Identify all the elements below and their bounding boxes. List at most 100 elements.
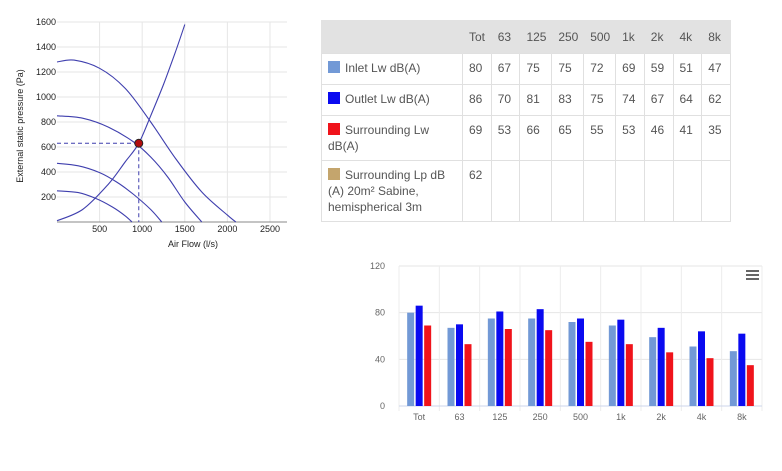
table-cell <box>551 160 585 222</box>
sound-data-table: Tot 63 125 250 500 1k 2k 4k 8k Inlet Lw … <box>321 20 731 222</box>
bar-mark[interactable] <box>729 351 737 406</box>
table-cell: 62 <box>462 160 492 222</box>
table-cell: 53 <box>490 115 521 161</box>
fan-curve-chart: 500 1000 1500 2000 2500 200 400 600 800 1000 1200 1… <box>15 17 287 249</box>
fan-y-tick-label: 1600 <box>36 17 56 27</box>
chart-menu-icon[interactable] <box>746 270 759 282</box>
bar-mark[interactable] <box>528 318 536 407</box>
table-header-cell: 1k <box>615 20 645 54</box>
fan-x-tick-label: 1000 <box>132 224 152 234</box>
bar-mark[interactable] <box>407 312 415 406</box>
row-label: Inlet Lw dB(A) <box>321 53 463 85</box>
fan-curve-line <box>56 59 237 223</box>
table-row-inlet: Inlet Lw dB(A) 80 67 75 75 72 69 59 51 4… <box>321 53 731 85</box>
row-label-text: Inlet Lw dB(A) <box>345 61 421 75</box>
table-cell: 74 <box>615 84 645 116</box>
bar-mark[interactable] <box>496 311 504 407</box>
bar-y-tick-label: 120 <box>370 261 385 271</box>
table-cell: 53 <box>615 115 645 161</box>
bar-x-tick-label: 8k <box>737 412 747 422</box>
bar-mark[interactable] <box>415 305 423 406</box>
bar-x-tick-label: 250 <box>533 412 548 422</box>
bar-x-tick-label: 125 <box>492 412 507 422</box>
fan-curve-line <box>56 24 186 222</box>
row-label: Surrounding Lp dB (A) 20m² Sabine, hemis… <box>321 160 463 222</box>
menu-line <box>746 274 759 276</box>
fan-curve-line <box>56 162 163 223</box>
bar-mark[interactable] <box>536 309 544 406</box>
bar-x-tick-label: 1k <box>616 412 626 422</box>
bar-x-tick-label: 63 <box>454 412 464 422</box>
bar-mark[interactable] <box>487 318 495 407</box>
bar-mark[interactable] <box>657 327 665 406</box>
table-cell: 83 <box>551 84 585 116</box>
fan-x-tick-label: 500 <box>92 224 107 234</box>
table-cell: 69 <box>462 115 492 161</box>
bar-mark[interactable] <box>625 344 633 406</box>
row-label-text: Surrounding Lp dB (A) 20m² Sabine, hemis… <box>328 168 446 214</box>
table-cell: 67 <box>643 84 674 116</box>
table-cell <box>643 160 674 222</box>
table-cell: 69 <box>615 53 645 85</box>
bar-mark[interactable] <box>666 352 674 406</box>
table-row-surrounding-lw: Surrounding Lw dB(A) 69 53 66 65 55 53 4… <box>321 115 731 161</box>
table-cell <box>519 160 553 222</box>
fan-y-tick-label: 1400 <box>36 42 56 52</box>
bar-mark[interactable] <box>698 331 705 406</box>
table-cell: 35 <box>701 115 731 161</box>
bar-mark[interactable] <box>545 330 553 406</box>
sound-bar-chart: 0 40 80 120 Tot 63 125 250 500 1k 2k 4k 8k <box>370 261 763 422</box>
bar-mark[interactable] <box>738 333 746 406</box>
table-cell: 47 <box>701 53 731 85</box>
fan-y-tick-label: 800 <box>41 117 56 127</box>
table-cell <box>701 160 731 222</box>
bar-mark[interactable] <box>608 325 616 407</box>
fan-chart-xlabel: Air Flow (l/s) <box>168 239 218 249</box>
table-header-cell: 125 <box>519 20 552 54</box>
bar-x-tick-label: 500 <box>573 412 588 422</box>
fan-x-tick-label: 2000 <box>217 224 237 234</box>
table-cell: 51 <box>672 53 703 85</box>
fan-y-tick-label: 200 <box>41 192 56 202</box>
table-header-cell: 63 <box>490 20 520 54</box>
table-cell: 67 <box>490 53 521 85</box>
bar-mark[interactable] <box>424 325 432 407</box>
menu-line <box>746 270 759 272</box>
table-header-cell: 250 <box>551 20 584 54</box>
table-cell: 70 <box>490 84 521 116</box>
bar-mark[interactable] <box>585 341 593 406</box>
fan-chart-ticks: 500 1000 1500 2000 2500 200 400 600 800 1000 1200 1… <box>36 17 280 234</box>
fan-y-tick-label: 600 <box>41 142 56 152</box>
surrounding-lw-color-swatch <box>328 123 340 135</box>
bar-mark[interactable] <box>706 358 714 406</box>
bar-mark[interactable] <box>447 327 455 406</box>
table-header-cell: 500 <box>583 20 616 54</box>
bar-x-tick-label: 2k <box>656 412 666 422</box>
bar-mark[interactable] <box>504 329 512 406</box>
bar-mark[interactable] <box>568 322 576 406</box>
menu-line <box>746 278 759 280</box>
bar-mark[interactable] <box>689 346 697 407</box>
table-header-blank <box>321 20 463 54</box>
table-cell: 75 <box>583 84 617 116</box>
table-cell: 55 <box>583 115 617 161</box>
table-cell: 65 <box>551 115 585 161</box>
bar-chart-bars <box>407 305 754 407</box>
bar-y-tick-label: 0 <box>380 401 385 411</box>
bar-mark[interactable] <box>746 365 754 406</box>
fan-x-tick-label: 1500 <box>175 224 195 234</box>
table-cell: 75 <box>551 53 585 85</box>
bar-mark[interactable] <box>464 344 472 406</box>
operating-point-marker[interactable] <box>134 138 144 148</box>
bar-mark[interactable] <box>649 337 657 406</box>
bar-mark[interactable] <box>617 319 625 406</box>
fan-curve-line <box>56 115 203 223</box>
table-cell <box>615 160 645 222</box>
table-header-cell: 2k <box>643 20 673 54</box>
bar-mark[interactable] <box>456 324 463 406</box>
table-header-row: Tot 63 125 250 500 1k 2k 4k 8k <box>321 20 731 54</box>
table-cell <box>583 160 617 222</box>
fan-curve-line <box>56 190 133 223</box>
fan-chart-grid <box>57 21 287 223</box>
bar-mark[interactable] <box>577 318 584 407</box>
